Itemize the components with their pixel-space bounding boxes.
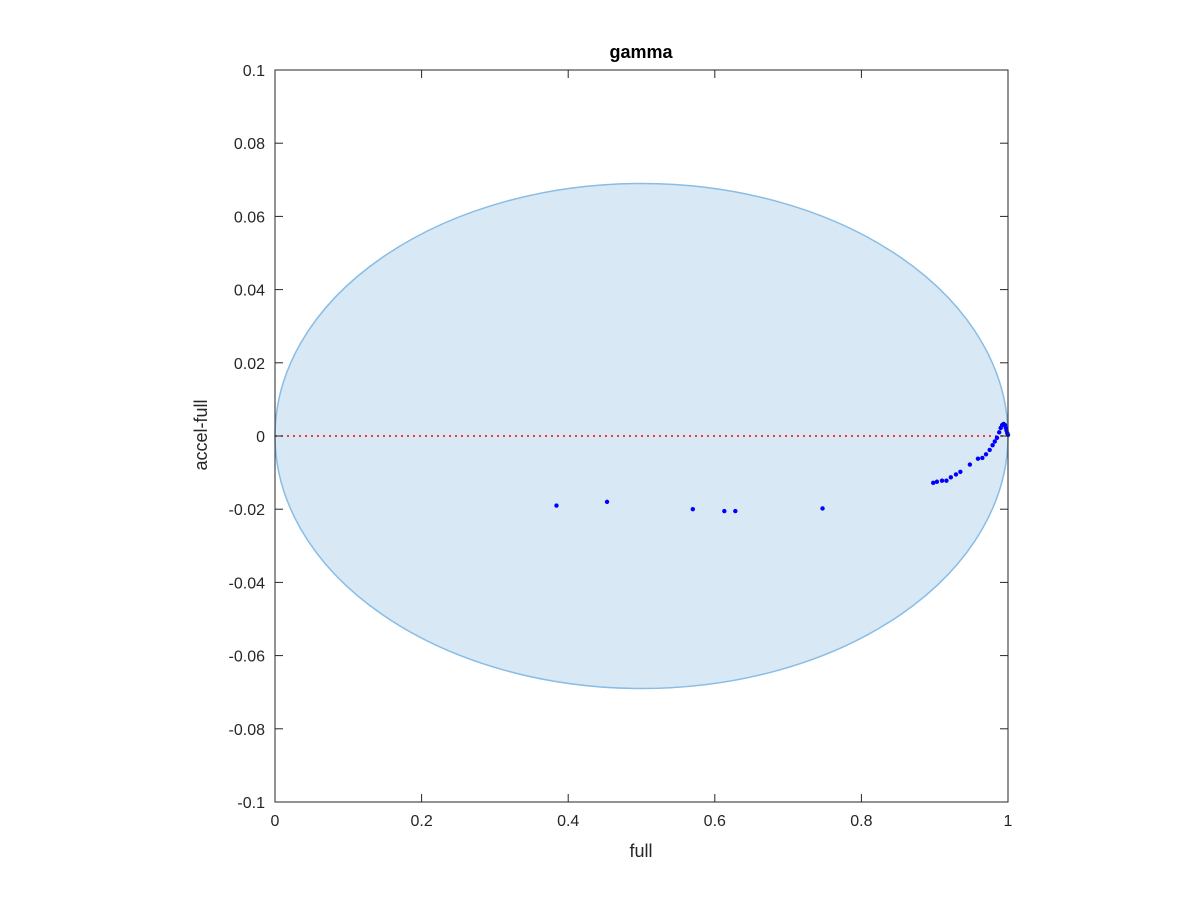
data-point — [983, 452, 989, 457]
data-points — [554, 421, 1011, 514]
data-point — [944, 478, 949, 483]
chart-title: gamma — [609, 42, 673, 62]
data-point — [992, 439, 998, 444]
y-axis-ticks: -0.1 -0.08 -0.06 -0.04 -0.02 0 0.02 0.04 0.06 0.0… — [229, 63, 1008, 812]
data-point — [931, 480, 936, 486]
x-tick-label: 0.8 — [850, 813, 872, 830]
data-point — [967, 462, 973, 467]
data-point — [987, 447, 992, 453]
data-point — [990, 442, 995, 448]
data-point — [554, 503, 559, 508]
y-tick-label: -0.1 — [237, 795, 265, 812]
data-point — [994, 435, 1000, 441]
data-point — [604, 499, 610, 505]
x-axis-ticks: 0 0.2 0.4 0.6 0.8 1 — [271, 70, 1013, 830]
y-tick-label: -0.06 — [229, 649, 266, 666]
data-point — [820, 506, 825, 511]
y-tick-label: -0.08 — [229, 722, 266, 739]
x-tick-label: 0.2 — [410, 813, 432, 830]
x-tick-label: 1 — [1004, 813, 1013, 830]
x-tick-label: 0.4 — [557, 813, 579, 830]
data-point — [948, 475, 954, 480]
y-tick-label: -0.04 — [229, 575, 266, 592]
y-tick-label: -0.02 — [229, 502, 266, 519]
data-point — [980, 455, 985, 461]
data-point — [939, 478, 945, 483]
y-tick-label: 0.04 — [234, 283, 265, 300]
data-point — [958, 469, 963, 475]
y-tick-label: 0 — [256, 429, 265, 446]
x-tick-label: 0 — [271, 813, 280, 830]
data-point — [953, 472, 959, 477]
data-point — [733, 508, 738, 514]
y-axis-label: accel-full — [191, 399, 211, 470]
data-point — [690, 507, 696, 512]
y-tick-label: 0.1 — [243, 63, 265, 80]
x-tick-label: 0.6 — [704, 813, 726, 830]
y-tick-label: 0.08 — [234, 136, 265, 153]
plot-area — [274, 182, 1011, 690]
y-tick-label: 0.02 — [234, 356, 265, 373]
data-point — [722, 508, 727, 514]
data-point — [997, 430, 1002, 435]
y-tick-label: 0.06 — [234, 209, 265, 226]
data-point — [934, 479, 940, 484]
data-point — [975, 456, 981, 461]
x-axis-label: full — [629, 841, 652, 861]
